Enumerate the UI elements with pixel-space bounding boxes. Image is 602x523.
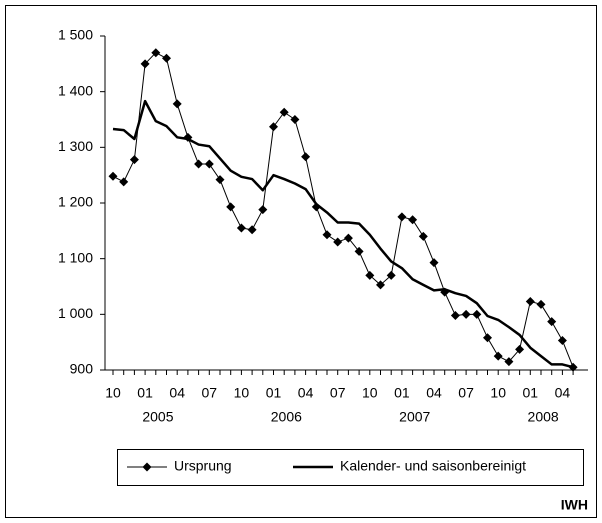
x-tick-label: 01 [266,385,282,401]
point [461,309,471,319]
point [333,237,343,247]
year-label: 2006 [271,409,302,425]
point [279,107,289,117]
y-tick-label: 1 200 [58,194,93,210]
point [450,310,460,320]
x-tick-label: 10 [105,385,121,401]
y-tick-label: 1 400 [58,82,93,98]
point [472,309,482,319]
x-tick-label: 07 [458,385,474,401]
point [557,335,567,345]
x-tick-label: 10 [490,385,506,401]
legend-marker [142,462,152,472]
point [376,280,385,290]
point [258,205,268,215]
point [162,53,171,63]
y-tick-label: 1 000 [58,305,93,321]
point [354,246,364,256]
x-tick-label: 04 [426,385,442,401]
point [493,351,503,361]
point [108,171,118,181]
point [140,59,150,69]
point [269,122,278,132]
y-tick-label: 1 500 [58,27,93,43]
x-tick-label: 01 [394,385,410,401]
point [504,357,514,367]
point [515,344,525,354]
legend-label: Ursprung [174,458,232,474]
point [204,159,214,169]
series-line [112,52,574,368]
x-tick-label: 01 [137,385,153,401]
y-tick-label: 900 [70,361,94,377]
y-tick-label: 1 100 [58,249,93,265]
point [226,202,236,212]
point [236,223,246,233]
point [547,317,557,327]
point [194,159,204,169]
series-line [112,99,574,369]
x-tick-label: 07 [202,385,218,401]
x-tick-label: 04 [298,385,314,401]
point [247,225,257,235]
x-tick-label: 04 [555,385,571,401]
legend-box [117,449,584,486]
legend-label: Kalender- und saisonbereinigt [340,458,526,474]
point [172,99,182,109]
point [119,177,129,187]
point [365,270,375,280]
source-label: IWH [561,497,588,513]
x-tick-label: 07 [330,385,346,401]
x-tick-label: 01 [523,385,539,401]
point [536,299,546,309]
point [429,258,439,268]
x-tick-label: 10 [362,385,378,401]
point [290,115,300,124]
point [215,175,225,185]
frame [5,5,597,518]
point [418,231,428,241]
year-label: 2007 [399,409,430,425]
point [397,212,407,222]
point [322,230,332,240]
point [408,215,418,225]
year-label: 2008 [528,409,559,425]
point [343,233,353,243]
point [301,152,311,162]
point [525,297,535,307]
x-tick-label: 10 [234,385,250,401]
point [151,48,161,58]
year-label: 2005 [142,409,173,425]
y-tick-label: 1 300 [58,138,93,154]
point [386,270,396,280]
x-tick-label: 04 [169,385,185,401]
point [483,333,492,343]
point [129,155,139,165]
